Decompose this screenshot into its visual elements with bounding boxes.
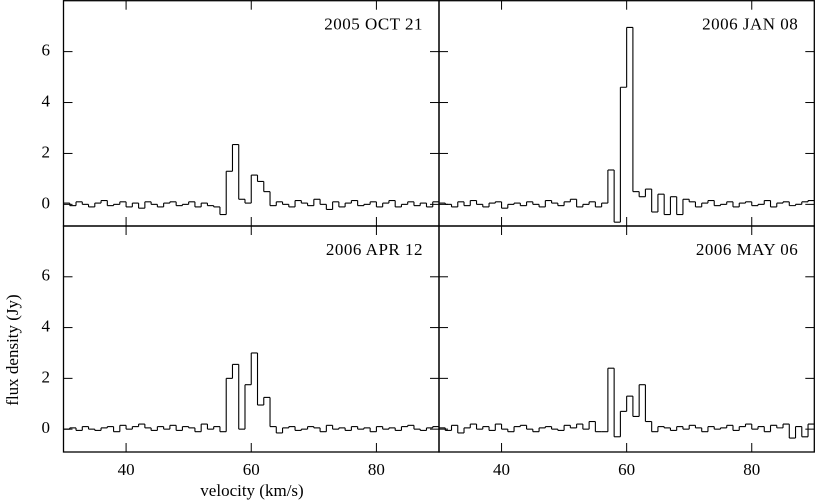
panel-frame bbox=[438, 225, 815, 453]
panel-frame bbox=[62, 225, 440, 453]
y-tick-label: 6 bbox=[42, 266, 51, 285]
y-tick-label: 0 bbox=[42, 418, 51, 437]
x-tick-label: 60 bbox=[618, 460, 635, 479]
panel bbox=[63, 143, 439, 216]
x-tick-label: 40 bbox=[118, 460, 135, 479]
x-tick-label: 80 bbox=[368, 460, 385, 479]
panel bbox=[63, 352, 439, 434]
panel-title: 2005 OCT 21 bbox=[324, 15, 423, 34]
x-axis-label: velocity (km/s) bbox=[200, 481, 303, 500]
y-tick-label: 4 bbox=[42, 91, 51, 110]
y-tick-label: 4 bbox=[42, 316, 51, 335]
panel bbox=[439, 26, 815, 223]
y-tick-label: 6 bbox=[42, 41, 51, 60]
panel-title: 2006 APR 12 bbox=[326, 240, 423, 259]
panel-title: 2006 MAY 06 bbox=[696, 240, 798, 259]
x-tick-label: 40 bbox=[493, 460, 510, 479]
y-tick-label: 2 bbox=[42, 142, 51, 161]
x-tick-label: 80 bbox=[743, 460, 760, 479]
y-tick-label: 0 bbox=[42, 193, 51, 212]
y-tick-label: 2 bbox=[42, 367, 51, 386]
panel bbox=[439, 367, 815, 439]
x-tick-label: 60 bbox=[243, 460, 260, 479]
y-axis-label: flux density (Jy) bbox=[3, 294, 22, 405]
panel-title: 2006 JAN 08 bbox=[702, 15, 798, 34]
